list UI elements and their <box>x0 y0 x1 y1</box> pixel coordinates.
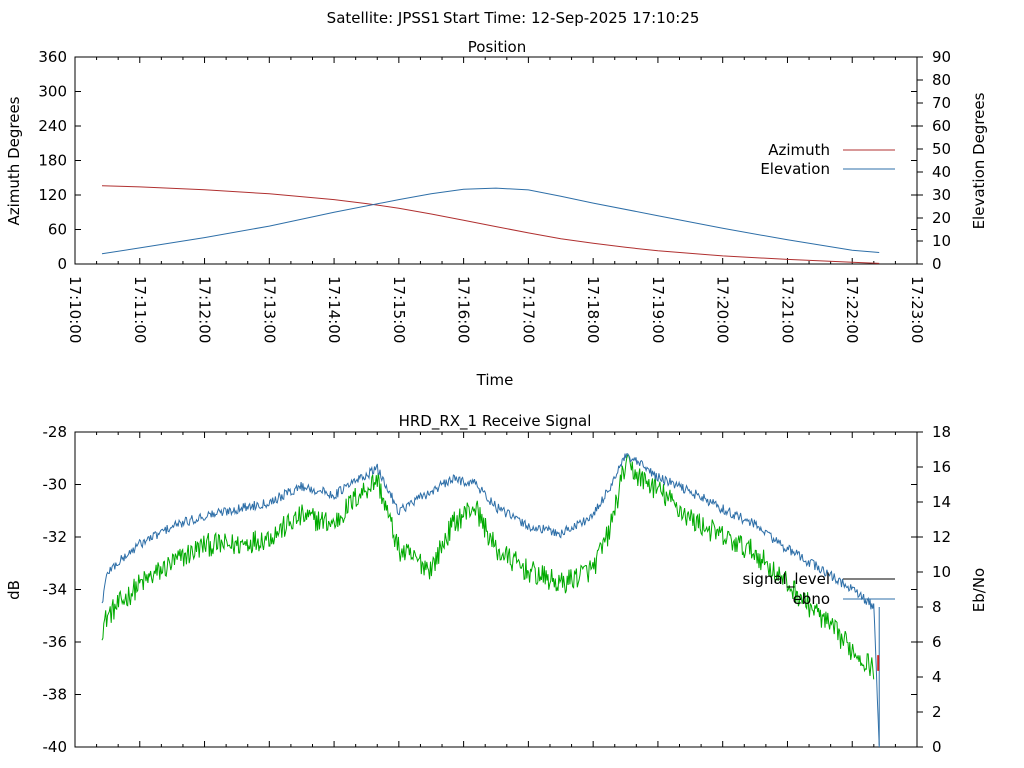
receive-signal-chart: HRD_RX_1 Receive Signal -40-38-36-34-32-… <box>5 412 988 756</box>
y2-tick-label: 30 <box>932 186 951 204</box>
y2-tick-label: 20 <box>932 209 951 227</box>
y-tick-label: 60 <box>48 221 67 239</box>
x-tick-label: 17:17:00 <box>519 276 537 343</box>
x-tick-label: 17:21:00 <box>778 276 796 343</box>
y2-tick-label: 40 <box>932 163 951 181</box>
legend-label-signal-level: signal_level <box>742 570 830 589</box>
y2-tick-label: 10 <box>932 232 951 250</box>
position-chart: Position 0 60 120 180 240 300 360 0 10 20 30 40 50 6… <box>5 38 988 389</box>
y-tick-label: 360 <box>38 48 67 66</box>
series-azimuth-line <box>101 185 880 264</box>
x-tick-label: 17:13:00 <box>260 276 278 343</box>
receive-signal-chart-title: HRD_RX_1 Receive Signal <box>399 412 592 431</box>
y2-tick-label: 8 <box>932 598 942 616</box>
y2-tick-label: 2 <box>932 703 942 721</box>
y-tick-label: 120 <box>38 186 67 204</box>
y2-tick-label: 18 <box>932 423 951 441</box>
time-axis: 17:10:00 17:11:00 17:12:00 17:13:00 17:14:00… <box>66 57 926 343</box>
y-tick-label: -36 <box>43 633 68 651</box>
legend-label-ebno: ebno <box>793 590 830 608</box>
legend-label-elevation: Elevation <box>760 160 830 178</box>
azimuth-axis-label: Azimuth Degrees <box>5 96 23 225</box>
y2-tick-label: 16 <box>932 458 951 476</box>
series-elevation-line <box>101 187 880 255</box>
y2-tick-label: 0 <box>932 738 942 756</box>
x-tick-label: 17:15:00 <box>390 276 408 343</box>
position-series <box>101 185 880 264</box>
y2-tick-label: 14 <box>932 493 951 511</box>
elevation-axis: 0 10 20 30 40 50 60 70 80 90 <box>917 48 951 273</box>
y2-tick-label: 10 <box>932 563 951 581</box>
x-tick-label: 17:12:00 <box>196 276 214 343</box>
y2-tick-label: 0 <box>932 255 942 273</box>
y2-tick-label: 70 <box>932 94 951 112</box>
y-tick-label: -34 <box>43 581 68 599</box>
y2-tick-label: 6 <box>932 633 942 651</box>
legend-label-azimuth: Azimuth <box>768 141 830 159</box>
y-tick-label: 240 <box>38 117 67 135</box>
y-tick-label: 180 <box>38 152 67 170</box>
y-tick-label: -40 <box>43 738 68 756</box>
y-tick-label: -38 <box>43 686 68 704</box>
start-time-label: Start Time: 12-Sep-2025 17:10:25 <box>443 9 699 27</box>
time-axis-label: Time <box>476 371 514 389</box>
y-tick-label: 0 <box>57 255 67 273</box>
y2-tick-label: 90 <box>932 48 951 66</box>
series-ebno-line <box>101 453 880 746</box>
azimuth-axis: 0 60 120 180 240 300 360 <box>38 48 917 273</box>
x-tick-label: 17:10:00 <box>66 276 84 343</box>
y-tick-label: -30 <box>43 476 68 494</box>
db-axis-label: dB <box>5 580 23 600</box>
y2-tick-label: 80 <box>932 71 951 89</box>
satellite-label: Satellite: JPSS1 <box>327 9 440 27</box>
y2-tick-label: 50 <box>932 140 951 158</box>
y2-tick-label: 4 <box>932 668 942 686</box>
x-tick-label: 17:20:00 <box>714 276 732 343</box>
signal-time-axis <box>74 432 918 747</box>
x-tick-label: 17:16:00 <box>455 276 473 343</box>
y-tick-label: 300 <box>38 83 67 101</box>
x-tick-label: 17:18:00 <box>584 276 602 343</box>
x-tick-label: 17:23:00 <box>908 276 926 343</box>
signal-series <box>101 453 880 747</box>
y-tick-label: -32 <box>43 528 68 546</box>
position-chart-title: Position <box>468 38 526 56</box>
ebno-axis: 0 2 4 6 8 10 12 14 16 18 <box>917 423 951 756</box>
db-axis: -40 -38 -36 -34 -32 -30 -28 <box>43 423 917 756</box>
ebno-axis-label: Eb/No <box>970 568 988 612</box>
elevation-axis-label: Elevation Degrees <box>970 92 988 229</box>
y2-tick-label: 60 <box>932 117 951 135</box>
x-tick-label: 17:14:00 <box>325 276 343 343</box>
x-tick-label: 17:11:00 <box>131 276 149 343</box>
y2-tick-label: 12 <box>932 528 951 546</box>
series-signal-level-line <box>101 454 875 680</box>
x-tick-label: 17:22:00 <box>843 276 861 343</box>
x-tick-label: 17:19:00 <box>649 276 667 343</box>
y-tick-label: -28 <box>43 423 68 441</box>
